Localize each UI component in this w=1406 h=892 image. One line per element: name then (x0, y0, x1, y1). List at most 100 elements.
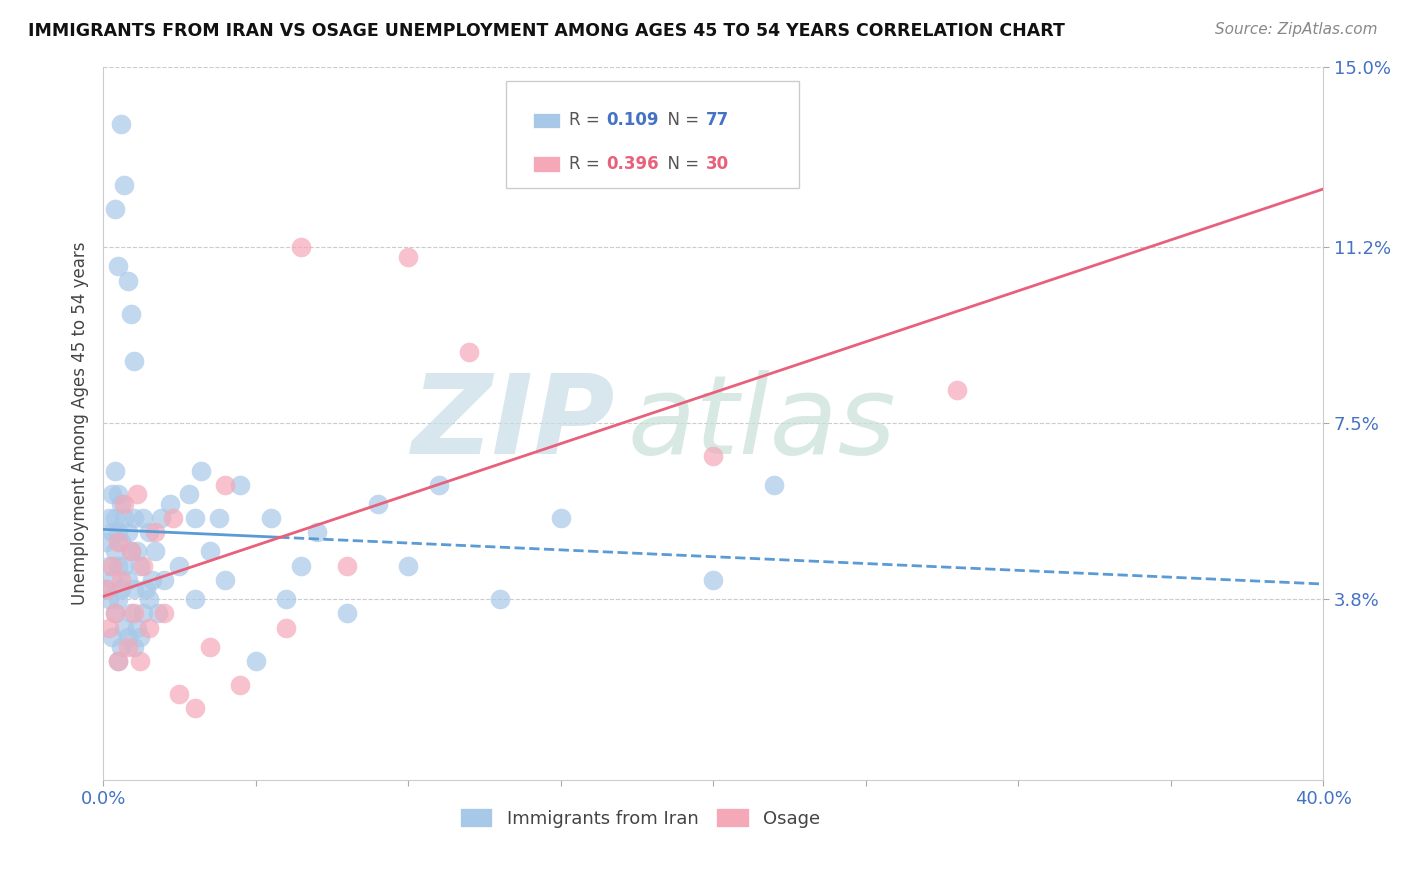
Point (488, 592, 510, 607)
Point (107, 592, 129, 607)
Point (702, 450, 724, 464)
Point (132, 511, 155, 525)
Point (183, 592, 205, 607)
Point (104, 202, 127, 217)
Y-axis label: Unemployment Among Ages 45 to 54 years: Unemployment Among Ages 45 to 54 years (72, 242, 89, 605)
Point (143, 525, 166, 540)
Point (96, 582, 118, 597)
Point (101, 487, 124, 501)
Point (214, 573, 236, 587)
Point (245, 654, 267, 668)
Text: N =: N = (657, 112, 704, 129)
Point (120, 544, 142, 558)
Point (336, 606, 359, 620)
Point (114, 558, 136, 573)
Point (122, 582, 145, 597)
Point (153, 573, 176, 587)
Point (146, 606, 169, 620)
Point (169, 558, 191, 573)
Point (110, 535, 132, 549)
Point (117, 630, 139, 644)
Point (138, 525, 160, 540)
Point (117, 640, 139, 654)
Point (114, 511, 136, 525)
Point (117, 573, 139, 587)
Point (153, 606, 176, 620)
Point (110, 117, 132, 131)
Point (290, 558, 312, 573)
Point (122, 511, 145, 525)
Point (208, 511, 231, 525)
Point (122, 354, 145, 368)
Point (125, 544, 148, 558)
Point (276, 592, 298, 607)
Point (104, 606, 127, 620)
Point (101, 525, 124, 540)
Point (128, 630, 150, 644)
Text: IMMIGRANTS FROM IRAN VS OSAGE UNEMPLOYMENT AMONG AGES 45 TO 54 YEARS CORRELATION: IMMIGRANTS FROM IRAN VS OSAGE UNEMPLOYME… (28, 22, 1064, 40)
Point (114, 178, 136, 193)
Point (125, 620, 148, 634)
Point (107, 525, 129, 540)
Point (198, 640, 221, 654)
Point (110, 573, 132, 587)
Text: Source: ZipAtlas.com: Source: ZipAtlas.com (1215, 22, 1378, 37)
Point (117, 525, 139, 540)
Point (169, 687, 191, 701)
Point (101, 573, 124, 587)
Point (98, 511, 121, 525)
Point (110, 497, 132, 511)
Point (183, 701, 205, 715)
Point (96, 582, 118, 597)
Point (104, 544, 127, 558)
Point (190, 464, 212, 478)
Point (107, 535, 129, 549)
Point (122, 640, 145, 654)
Text: 77: 77 (706, 112, 730, 129)
Point (120, 544, 142, 558)
Point (120, 307, 142, 321)
Text: atlas: atlas (628, 369, 897, 476)
Point (107, 558, 129, 573)
Point (367, 497, 389, 511)
Point (946, 383, 969, 397)
Point (122, 606, 145, 620)
Point (98, 620, 121, 634)
Text: R =: R = (569, 112, 606, 129)
Point (138, 592, 160, 607)
Text: N =: N = (657, 155, 704, 173)
Text: ZIP: ZIP (412, 369, 616, 476)
Point (132, 606, 155, 620)
Point (120, 606, 142, 620)
Point (198, 544, 221, 558)
Point (143, 544, 166, 558)
Point (107, 487, 129, 501)
Point (141, 573, 163, 587)
Point (138, 620, 160, 634)
Point (107, 654, 129, 668)
Point (396, 558, 419, 573)
Bar (533, 156, 560, 172)
Point (114, 620, 136, 634)
Text: 0.396: 0.396 (606, 155, 658, 173)
Point (117, 273, 139, 287)
Text: 30: 30 (706, 155, 730, 173)
Point (96, 535, 118, 549)
Point (110, 640, 132, 654)
Point (104, 606, 127, 620)
Point (276, 620, 298, 634)
Point (183, 511, 205, 525)
Point (396, 250, 419, 264)
Point (125, 487, 148, 501)
Legend: Immigrants from Iran, Osage: Immigrants from Iran, Osage (453, 801, 828, 835)
Point (336, 558, 359, 573)
Point (162, 511, 184, 525)
Point (104, 464, 127, 478)
Text: 0.109: 0.109 (606, 112, 658, 129)
Point (177, 487, 200, 501)
Point (101, 630, 124, 644)
Point (260, 511, 283, 525)
Point (229, 478, 252, 492)
Point (107, 259, 129, 273)
Point (135, 582, 157, 597)
